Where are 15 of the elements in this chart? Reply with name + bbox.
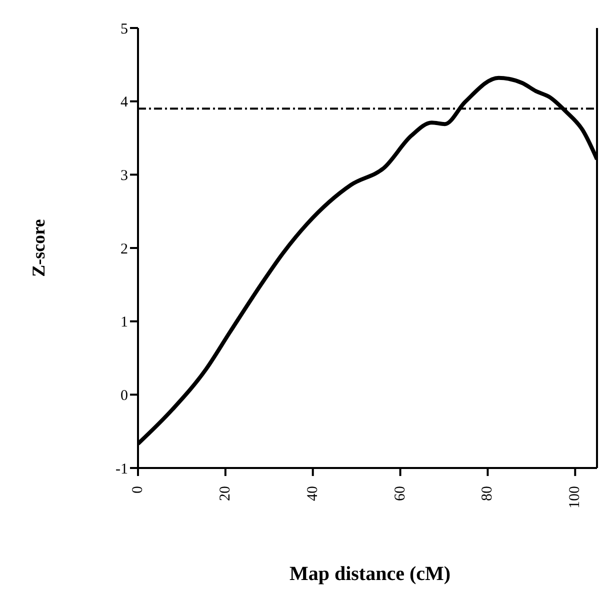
y-tick-label: 2 bbox=[120, 241, 128, 258]
y-axis-title: Z-score bbox=[28, 219, 48, 277]
y-tick-label: -1 bbox=[116, 461, 128, 478]
y-tick-label: 3 bbox=[120, 168, 128, 184]
y-tick-label: 0 bbox=[120, 388, 128, 404]
x-tick-label: 40 bbox=[304, 486, 321, 501]
y-tick-label: 5 bbox=[120, 21, 128, 38]
x-tick-label: 100 bbox=[567, 486, 584, 508]
y-tick-label: 1 bbox=[120, 314, 128, 331]
x-axis-title: Map distance (cM) bbox=[288, 563, 452, 586]
x-tick-label: 60 bbox=[392, 486, 408, 501]
y-tick-label: 4 bbox=[120, 94, 128, 111]
x-tick-label: 0 bbox=[130, 486, 146, 494]
x-tick-label: 20 bbox=[217, 486, 234, 501]
x-tick-label: 80 bbox=[480, 486, 496, 501]
